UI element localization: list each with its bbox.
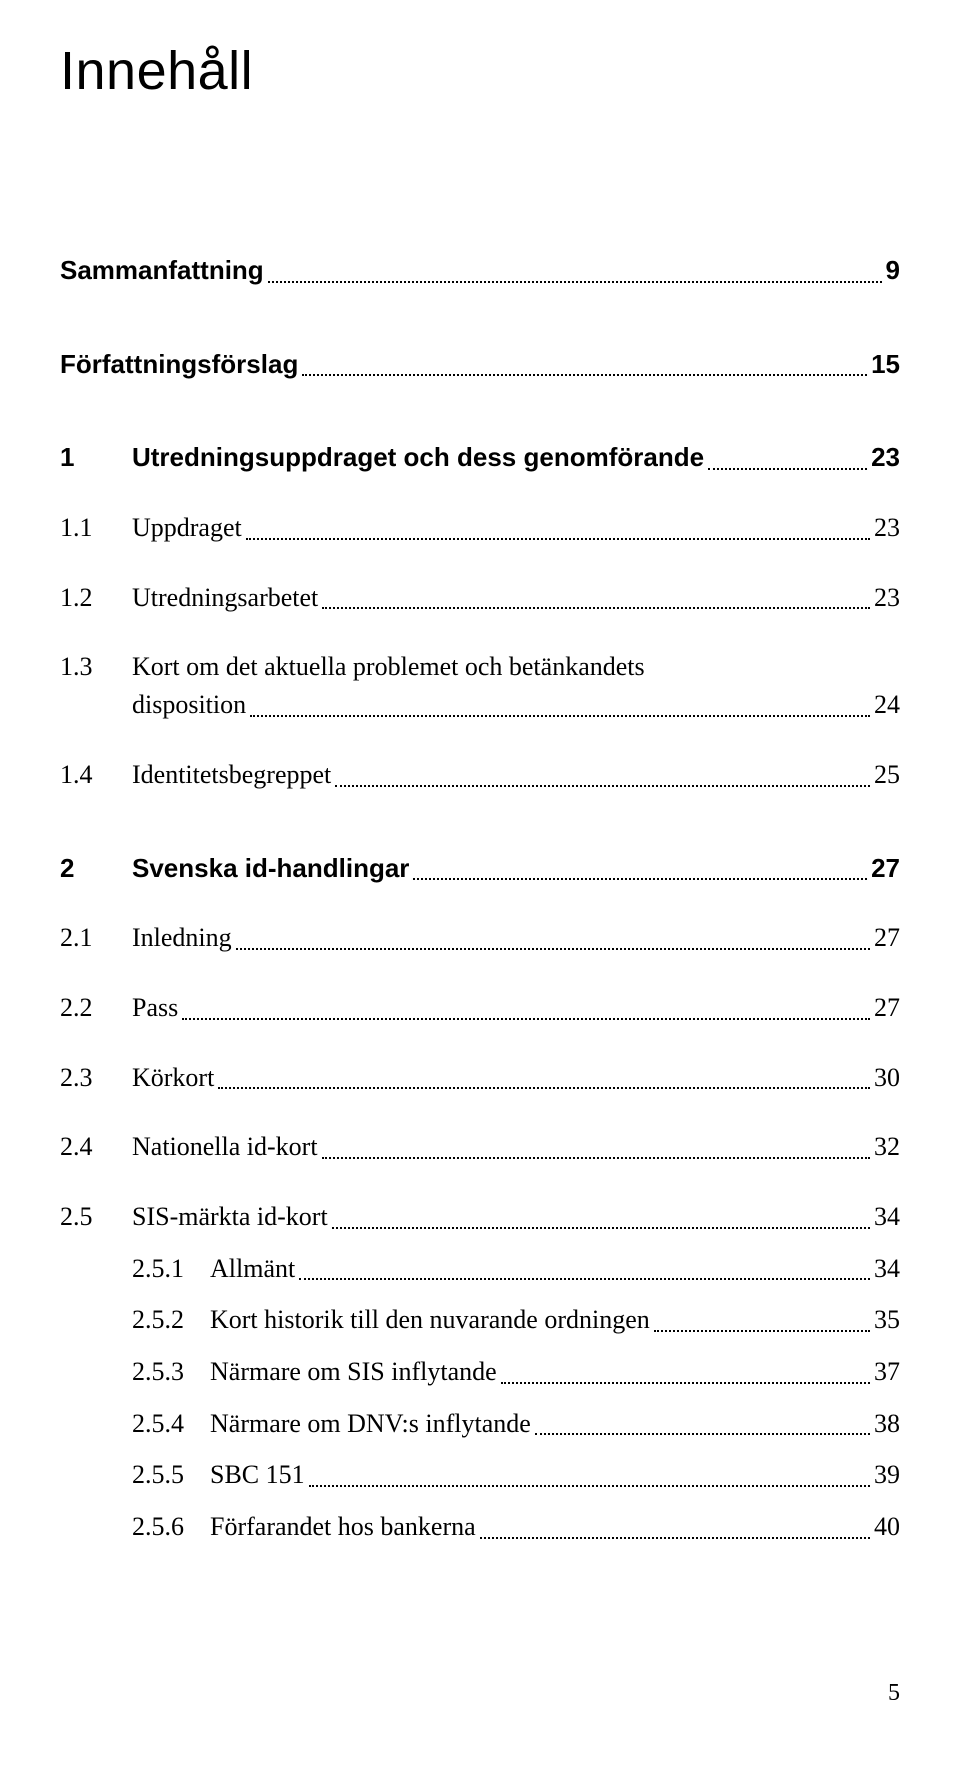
page-title: Innehåll (60, 40, 900, 102)
toc-subentry: 2.5.1 Allmänt 34 (60, 1250, 900, 1288)
toc-subentry: 2.5.4 Närmare om DNV:s inflytande 38 (60, 1405, 900, 1443)
toc-section-heading: 1 Utredningsuppdraget och dess genomföra… (60, 439, 900, 477)
toc-entry: 2.2 Pass 27 (60, 989, 900, 1027)
toc-number: 2.5.1 (132, 1250, 210, 1288)
toc-label: Inledning (132, 919, 232, 957)
toc-number: 1.4 (60, 756, 132, 794)
toc-number: 2.2 (60, 989, 132, 1027)
toc-number: 1.2 (60, 579, 132, 617)
toc-page: 23 (874, 509, 900, 547)
toc-page: 23 (874, 579, 900, 617)
leader-dots (182, 1018, 870, 1020)
toc-page: 27 (874, 989, 900, 1027)
toc-number: 2 (60, 850, 132, 888)
document-page: Innehåll Sammanfattning 9 Författningsfö… (0, 40, 960, 1727)
page-number: 5 (888, 1680, 900, 1707)
toc-label: Förfarandet hos bankerna (210, 1508, 476, 1546)
toc-label: Utredningsarbetet (132, 579, 318, 617)
leader-dots (309, 1485, 870, 1487)
toc-entry: 1.1 Uppdraget 23 (60, 509, 900, 547)
toc-label: Närmare om DNV:s inflytande (210, 1405, 531, 1443)
toc-page: 23 (871, 439, 900, 477)
leader-dots (708, 468, 867, 470)
table-of-contents: Sammanfattning 9 Författningsförslag 15 … (60, 252, 900, 1546)
toc-page: 38 (874, 1405, 900, 1443)
toc-label: Kort om det aktuella problemet och betän… (132, 648, 645, 686)
toc-number: 2.5.3 (132, 1353, 210, 1391)
leader-dots (322, 1157, 870, 1159)
toc-entry: 1.4 Identitetsbegreppet 25 (60, 756, 900, 794)
leader-dots (250, 715, 870, 717)
leader-dots (413, 878, 867, 880)
toc-number: 2.5.4 (132, 1405, 210, 1443)
toc-page: 27 (874, 919, 900, 957)
toc-entry: Författningsförslag 15 (60, 346, 900, 384)
toc-page: 27 (871, 850, 900, 888)
toc-label: Nationella id-kort (132, 1128, 318, 1166)
toc-number: 2.5.5 (132, 1456, 210, 1494)
toc-subentry: 2.5.6 Förfarandet hos bankerna 40 (60, 1508, 900, 1546)
toc-number: 1.3 (60, 648, 132, 686)
toc-entry: 2.4 Nationella id-kort 32 (60, 1128, 900, 1166)
toc-number: 2.4 (60, 1128, 132, 1166)
toc-label: disposition (132, 686, 246, 724)
toc-subentry: 2.5.2 Kort historik till den nuvarande o… (60, 1301, 900, 1339)
leader-dots (236, 948, 870, 950)
toc-label: Sammanfattning (60, 252, 264, 290)
toc-label: Allmänt (210, 1250, 295, 1288)
toc-number: 1 (60, 439, 132, 477)
toc-page: 24 (874, 686, 900, 724)
toc-label: Kort historik till den nuvarande ordning… (210, 1301, 650, 1339)
toc-page: 34 (874, 1198, 900, 1236)
toc-label: Körkort (132, 1059, 214, 1097)
leader-dots (654, 1330, 870, 1332)
toc-label: Utredningsuppdraget och dess genomförand… (132, 439, 704, 477)
toc-label: Pass (132, 989, 178, 1027)
toc-subentry: 2.5.3 Närmare om SIS inflytande 37 (60, 1353, 900, 1391)
toc-entry: 1.2 Utredningsarbetet 23 (60, 579, 900, 617)
toc-number: 2.5.6 (132, 1508, 210, 1546)
leader-dots (332, 1227, 870, 1229)
toc-page: 30 (874, 1059, 900, 1097)
toc-label: Författningsförslag (60, 346, 298, 384)
leader-dots (322, 607, 870, 609)
toc-number: 2.5.2 (132, 1301, 210, 1339)
toc-page: 15 (871, 346, 900, 384)
toc-number: 2.1 (60, 919, 132, 957)
leader-dots (246, 538, 870, 540)
toc-section-heading: 2 Svenska id-handlingar 27 (60, 850, 900, 888)
toc-page: 32 (874, 1128, 900, 1166)
leader-dots (535, 1433, 870, 1435)
leader-dots (299, 1278, 870, 1280)
toc-number: 2.3 (60, 1059, 132, 1097)
toc-label: Identitetsbegreppet (132, 756, 331, 794)
leader-dots (335, 785, 870, 787)
leader-dots (480, 1537, 870, 1539)
toc-entry: Sammanfattning 9 (60, 252, 900, 290)
toc-label: Närmare om SIS inflytande (210, 1353, 497, 1391)
toc-page: 35 (874, 1301, 900, 1339)
leader-dots (501, 1382, 870, 1384)
toc-number: 1.1 (60, 509, 132, 547)
toc-page: 25 (874, 756, 900, 794)
toc-number: 2.5 (60, 1198, 132, 1236)
leader-dots (302, 374, 867, 376)
toc-subentry: 2.5.5 SBC 151 39 (60, 1456, 900, 1494)
leader-dots (268, 281, 882, 283)
toc-page: 9 (886, 252, 900, 290)
toc-label: SBC 151 (210, 1456, 305, 1494)
toc-page: 40 (874, 1508, 900, 1546)
toc-entry: 1.3 Kort om det aktuella problemet och b… (60, 648, 900, 723)
toc-entry: 2.3 Körkort 30 (60, 1059, 900, 1097)
toc-page: 39 (874, 1456, 900, 1494)
toc-entry: 2.1 Inledning 27 (60, 919, 900, 957)
toc-page: 34 (874, 1250, 900, 1288)
toc-label: SIS-märkta id-kort (132, 1198, 328, 1236)
toc-label: Svenska id-handlingar (132, 850, 409, 888)
toc-label: Uppdraget (132, 509, 242, 547)
toc-page: 37 (874, 1353, 900, 1391)
leader-dots (218, 1087, 870, 1089)
toc-entry: 2.5 SIS-märkta id-kort 34 (60, 1198, 900, 1236)
